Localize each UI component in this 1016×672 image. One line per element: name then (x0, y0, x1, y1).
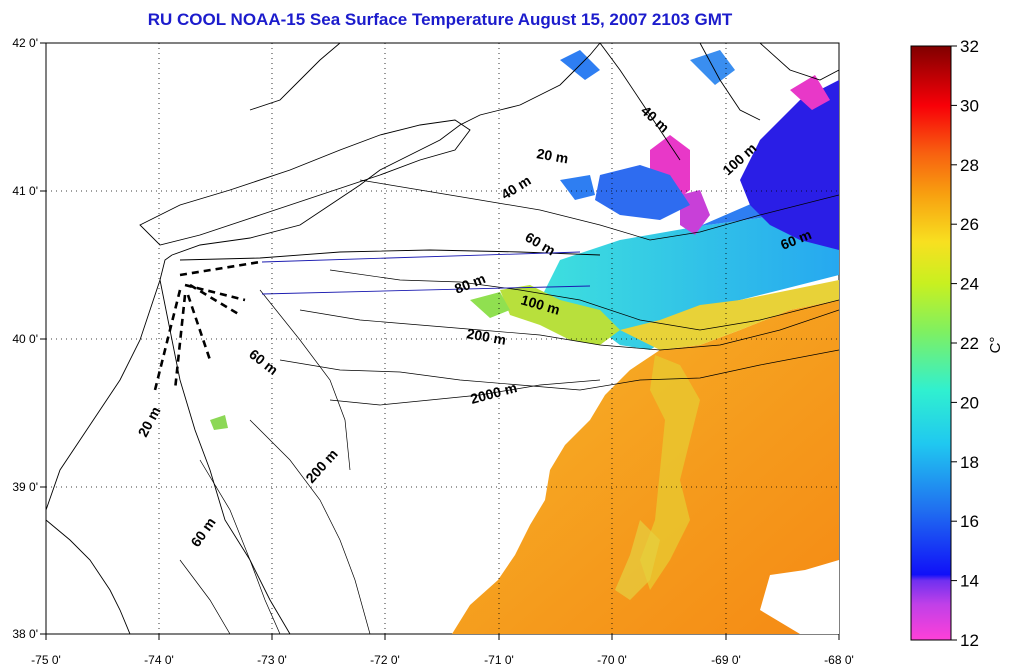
colorbar-tick-label: 28 (960, 156, 979, 175)
lon-labels: -75 0' -74 0' -73 0' -72 0' -71 0' -70 0… (31, 653, 854, 667)
colorbar-tick-label: 14 (960, 572, 979, 591)
traffic-lanes (261, 251, 591, 295)
lon-label: -71 0' (484, 653, 514, 667)
isobath-label: 20 m (535, 145, 569, 166)
colorbar-gradient (910, 45, 952, 641)
coastline (46, 43, 839, 634)
lat-label: 42 0' (12, 36, 38, 50)
lon-label: -74 0' (144, 653, 174, 667)
isobath-label: 200 m (465, 325, 507, 348)
colorbar-unit: C° (987, 337, 1004, 354)
graticule (46, 43, 839, 634)
lat-label: 41 0' (12, 184, 38, 198)
lon-label: -72 0' (370, 653, 400, 667)
colorbar-tick-label: 24 (960, 275, 979, 294)
colorbar-tick-label: 26 (960, 215, 979, 234)
axis-ticks (40, 42, 840, 640)
sst-imagery (210, 50, 839, 634)
lat-label: 39 0' (12, 480, 38, 494)
colorbar-tick-label: 30 (960, 96, 979, 115)
colorbar-tick-label: 18 (960, 453, 979, 472)
colorbar-tick-label: 16 (960, 512, 979, 531)
lat-label: 40 0' (12, 332, 38, 346)
colorbar-ticks: 32 30 28 26 24 22 20 18 16 14 12 (951, 37, 979, 650)
lon-label: -70 0' (597, 653, 627, 667)
lon-label: -68 0' (824, 653, 854, 667)
lat-labels: 42 0' 41 0' 40 0' 39 0' 38 0' (12, 36, 38, 641)
isobath-lines (179, 179, 839, 634)
lon-label: -73 0' (257, 653, 287, 667)
colorbar-tick-label: 12 (960, 631, 979, 650)
colorbar-tick-label: 20 (960, 393, 979, 412)
lon-label: -69 0' (711, 653, 741, 667)
colorbar-tick-label: 22 (960, 334, 979, 353)
lon-label: -75 0' (31, 653, 61, 667)
map-title: RU COOL NOAA-15 Sea Surface Temperature … (147, 10, 733, 29)
lat-label: 38 0' (12, 627, 38, 641)
colorbar-tick-label: 32 (960, 37, 979, 56)
